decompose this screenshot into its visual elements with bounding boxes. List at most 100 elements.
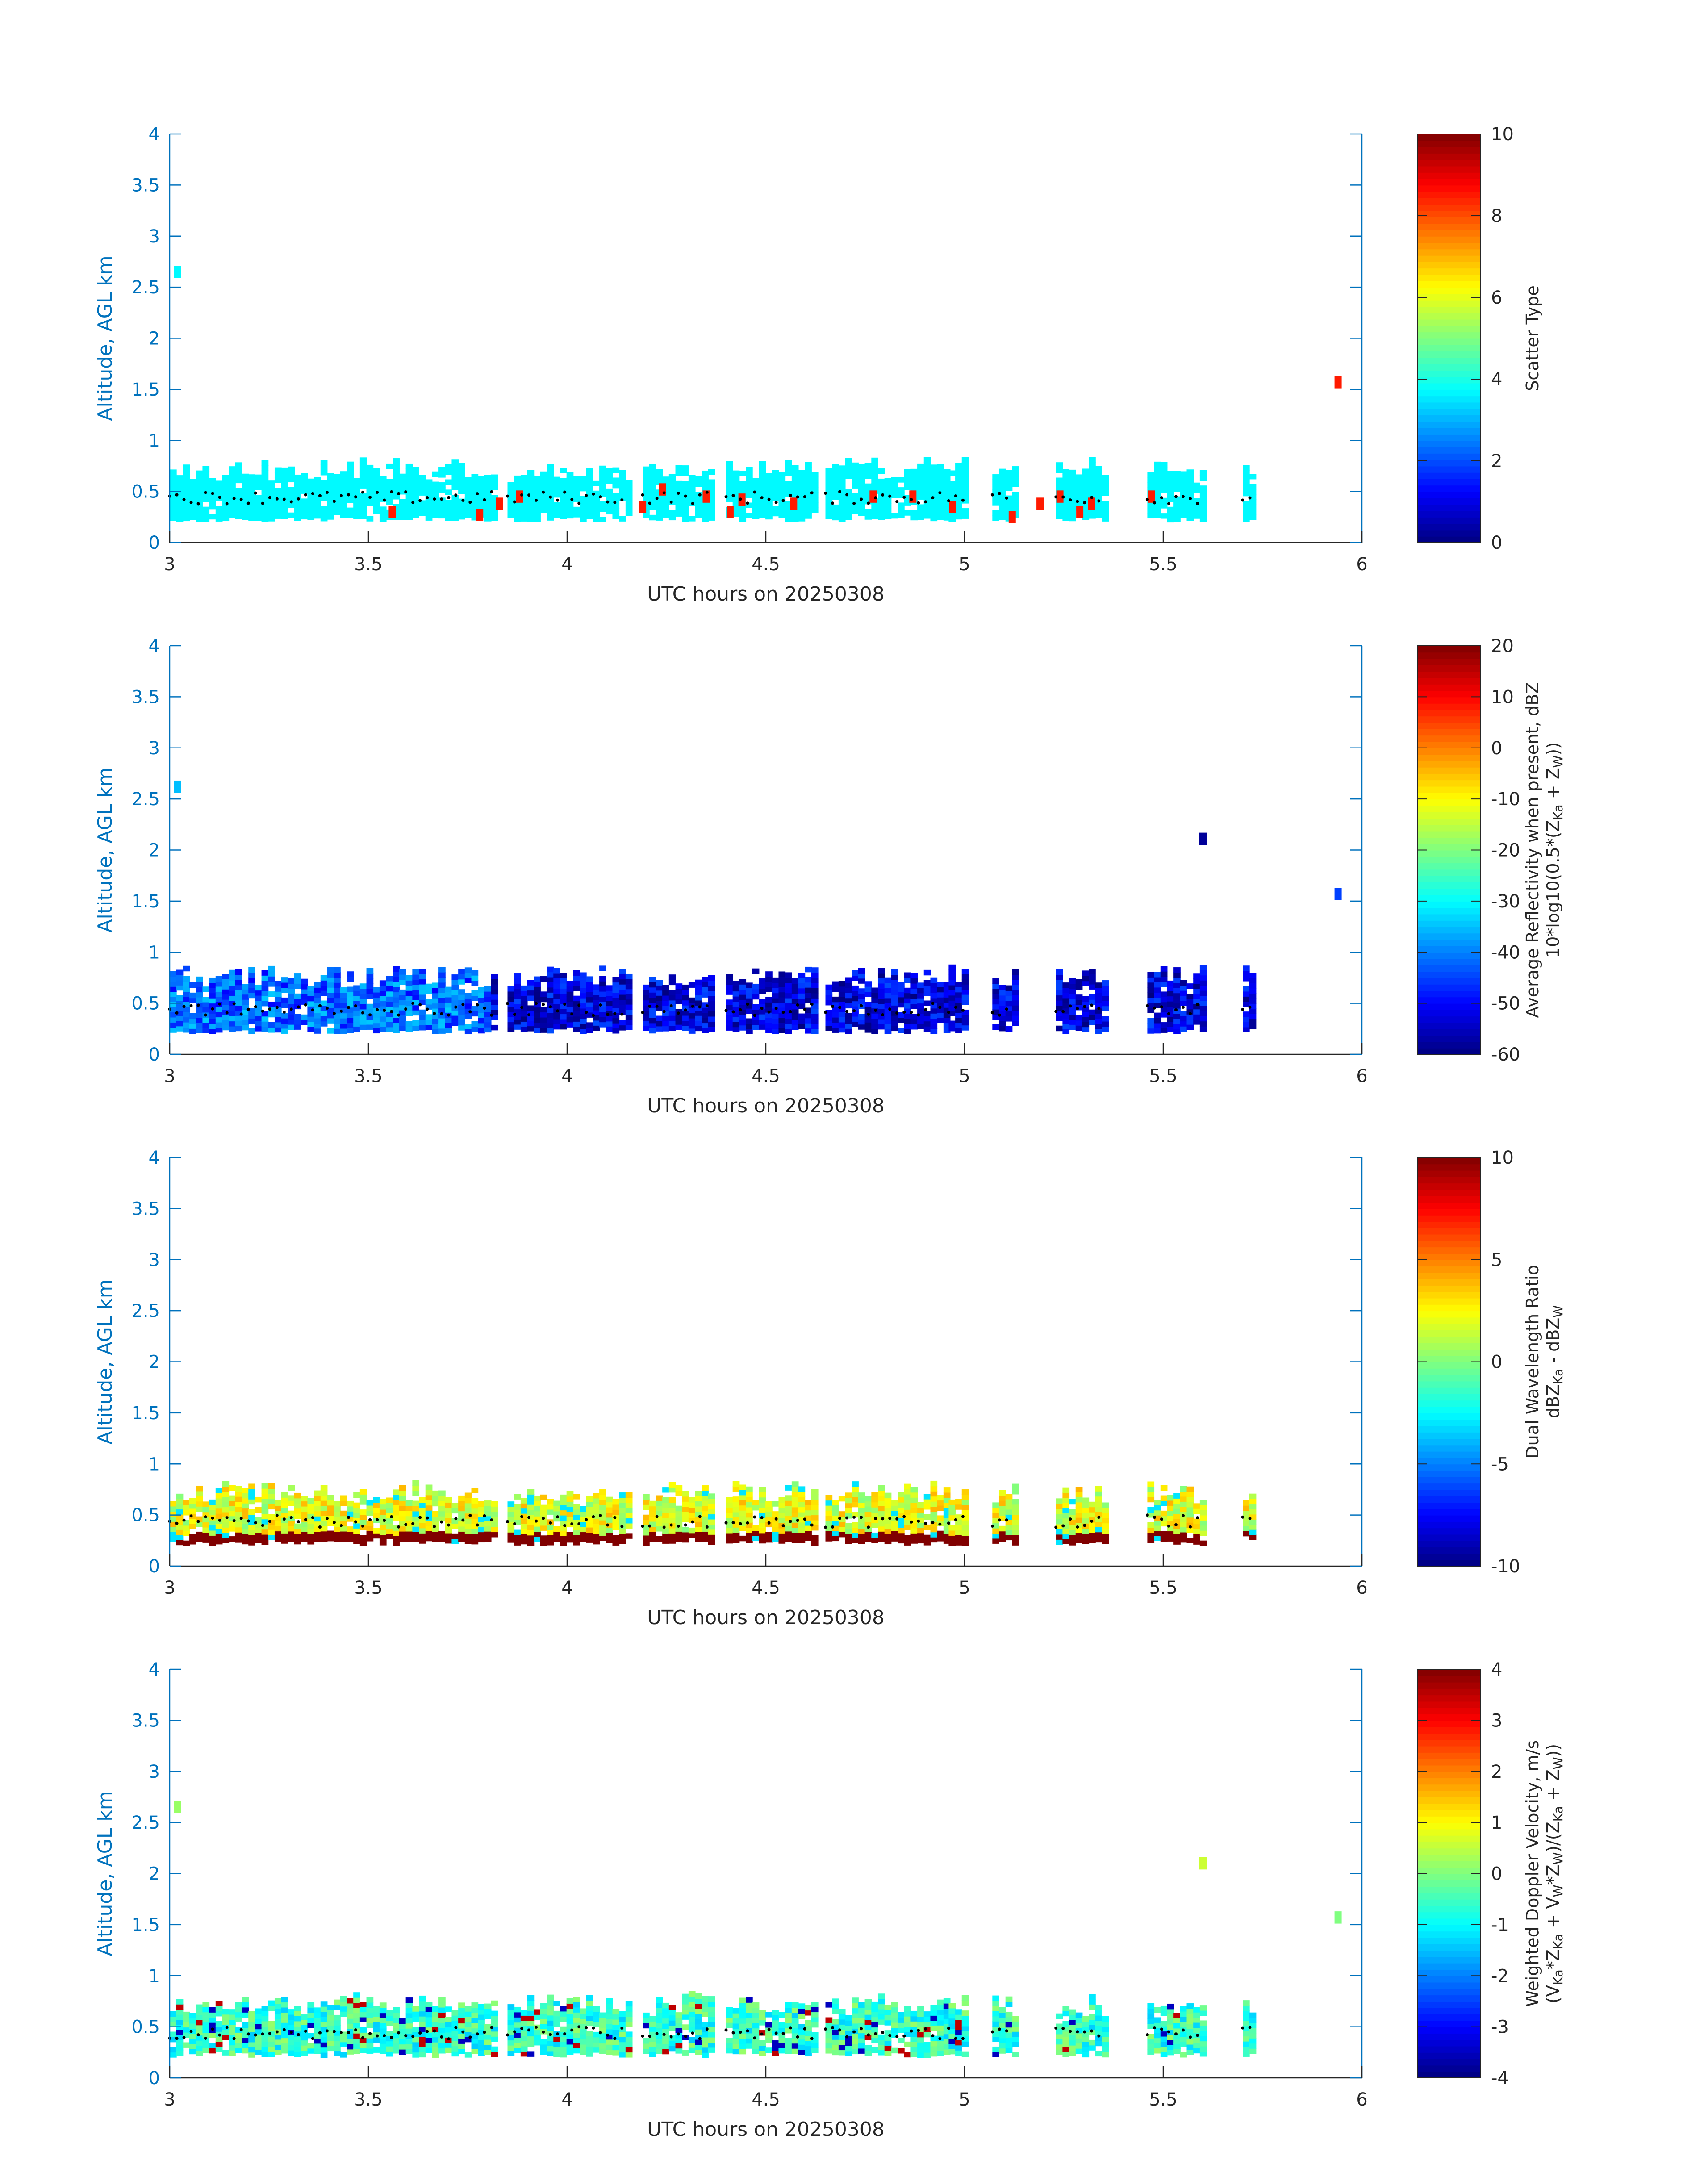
- data-cell: [347, 2003, 354, 2009]
- data-cell: [268, 1529, 275, 1535]
- data-cell: [553, 2041, 560, 2047]
- data-cell: [871, 1018, 878, 1024]
- data-cell: [347, 1028, 354, 1033]
- data-cell: [1012, 979, 1019, 985]
- data-cell: [196, 1537, 203, 1542]
- data-cell: [222, 2014, 230, 2020]
- data-cell: [1056, 1529, 1063, 1535]
- cloud-base-marker: [845, 493, 849, 497]
- data-cell: [566, 487, 574, 493]
- data-cell: [1249, 514, 1257, 520]
- data-cell: [359, 1535, 367, 1541]
- data-cell: [507, 1506, 515, 1513]
- data-cell: [1012, 1519, 1019, 1525]
- data-cell: [386, 996, 393, 1002]
- data-cell: [1075, 485, 1083, 490]
- data-cell: [845, 1533, 852, 1539]
- data-cell: [732, 991, 740, 997]
- data-cell: [682, 1532, 689, 1538]
- data-cell: [229, 975, 236, 981]
- data-cell: [464, 2021, 472, 2027]
- data-cell: [261, 2006, 269, 2011]
- data-cell: [702, 977, 709, 982]
- data-cell: [405, 1521, 413, 1527]
- data-cell: [668, 1020, 676, 1026]
- data-cell: [438, 997, 446, 1003]
- cloud-base-marker: [440, 497, 443, 501]
- data-cell: [1173, 471, 1181, 476]
- data-cell: [170, 971, 177, 977]
- data-cell: [373, 2047, 380, 2053]
- data-cell: [261, 460, 269, 466]
- data-cell: [702, 1490, 709, 1496]
- data-cell: [445, 515, 452, 521]
- data-cell: [432, 481, 439, 488]
- cloud-base-marker: [641, 493, 644, 497]
- data-cell: [334, 1018, 341, 1024]
- data-cell: [702, 511, 709, 517]
- x-tick-label: 3.5: [354, 1578, 383, 1598]
- cloud-base-marker: [368, 1518, 372, 1521]
- data-cell: [553, 502, 560, 508]
- data-cell: [726, 471, 733, 477]
- data-cell: [1075, 1533, 1083, 1538]
- data-cell: [288, 2039, 295, 2046]
- data-cell: [898, 502, 905, 508]
- data-cell: [937, 1002, 944, 1008]
- data-cell: [805, 1530, 812, 1536]
- data-cell: [353, 1021, 360, 1027]
- data-cell: [923, 477, 931, 483]
- data-cell: [405, 2043, 413, 2049]
- data-cell: [419, 979, 426, 985]
- data-cell: [1167, 1510, 1174, 1516]
- data-cell: [1069, 988, 1076, 994]
- data-cell: [471, 995, 479, 1001]
- data-cell: [1102, 995, 1109, 1001]
- data-cell: [884, 514, 892, 519]
- data-cell: [248, 1008, 255, 1014]
- x-tick-label: 3.5: [354, 554, 383, 575]
- data-cell: [327, 2025, 334, 2031]
- data-cell: [1005, 985, 1013, 991]
- data-cell: [534, 1511, 541, 1517]
- data-cell: [656, 474, 663, 480]
- data-cell: [425, 505, 433, 511]
- data-cell: [1102, 1528, 1109, 1534]
- cloud-base-marker: [655, 497, 659, 500]
- cloud-base-marker: [831, 501, 835, 505]
- data-cell: [606, 1026, 613, 1032]
- data-cell: [520, 990, 528, 996]
- data-cell: [242, 1538, 249, 1545]
- data-cell: [891, 1505, 898, 1511]
- data-cell: [573, 1514, 580, 1520]
- data-cell: [1193, 1019, 1200, 1025]
- data-cell: [923, 493, 931, 498]
- data-cell: [438, 1516, 446, 1522]
- data-cell: [759, 476, 766, 482]
- data-cell: [992, 1528, 999, 1534]
- data-cell: [294, 1498, 301, 1504]
- data-cell: [961, 1025, 969, 1031]
- data-cell: [547, 1018, 554, 1024]
- data-cell: [340, 1996, 347, 2002]
- data-cell: [209, 498, 216, 504]
- data-cell: [772, 485, 779, 491]
- data-cell: [366, 1997, 374, 2003]
- data-cell: [235, 1015, 242, 1021]
- data-cell: [209, 488, 216, 494]
- data-cell: [412, 1480, 420, 1486]
- data-cell: [1147, 1512, 1155, 1518]
- data-cell: [838, 981, 846, 987]
- data-cell: [274, 488, 282, 493]
- data-cell: [438, 1023, 446, 1029]
- cloud-base-marker: [1076, 500, 1079, 503]
- cloud-base-marker: [325, 1006, 329, 1010]
- data-cell: [778, 481, 786, 488]
- data-cell: [573, 481, 580, 487]
- data-cell: [998, 1490, 1006, 1496]
- data-cell: [540, 2018, 547, 2024]
- cloud-base-marker: [175, 493, 179, 497]
- data-cell: [1082, 509, 1090, 515]
- data-cell: [281, 1997, 288, 2003]
- data-cell: [656, 985, 663, 991]
